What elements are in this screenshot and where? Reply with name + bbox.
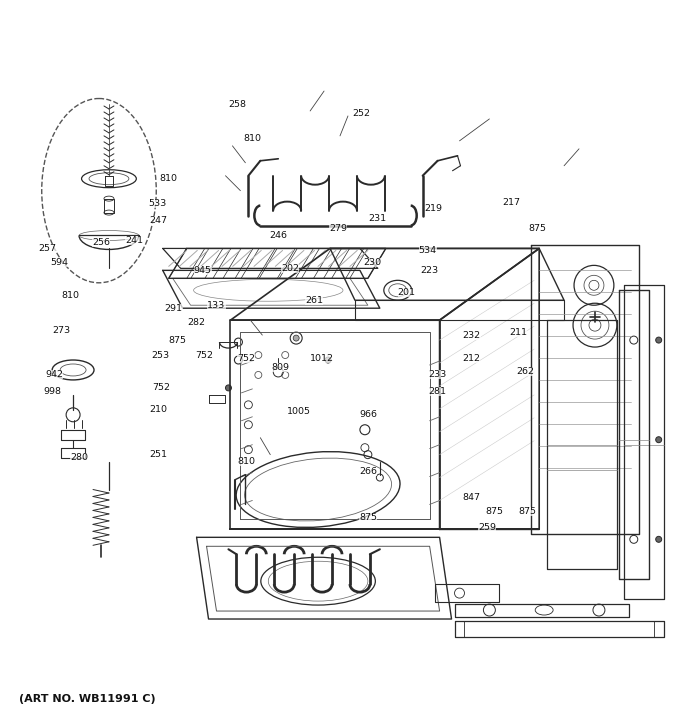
Text: 257: 257 [38, 244, 56, 253]
Text: 256: 256 [92, 238, 110, 247]
Text: 230: 230 [363, 258, 381, 267]
Circle shape [656, 337, 662, 343]
Text: 266: 266 [359, 467, 377, 476]
Text: 133: 133 [207, 301, 226, 310]
Text: 875: 875 [528, 224, 546, 233]
Text: 594: 594 [50, 258, 68, 267]
Text: 810: 810 [61, 291, 79, 299]
Text: 809: 809 [271, 363, 289, 373]
Circle shape [656, 536, 662, 542]
Text: 251: 251 [150, 450, 168, 459]
Text: 262: 262 [516, 368, 534, 376]
Text: 273: 273 [52, 326, 70, 335]
Text: 291: 291 [165, 304, 183, 312]
Text: 279: 279 [329, 224, 347, 233]
Text: 212: 212 [462, 354, 481, 362]
Text: 847: 847 [462, 493, 481, 502]
Text: 232: 232 [462, 331, 481, 339]
Text: 253: 253 [152, 350, 170, 360]
Circle shape [325, 357, 331, 363]
Text: 281: 281 [428, 387, 447, 397]
Text: 810: 810 [243, 134, 261, 144]
Text: 966: 966 [359, 410, 377, 419]
Text: 202: 202 [282, 264, 299, 273]
Circle shape [656, 436, 662, 443]
Text: 752: 752 [196, 350, 214, 360]
Text: 810: 810 [160, 174, 177, 183]
Text: 875: 875 [486, 507, 503, 516]
Text: 246: 246 [269, 231, 287, 240]
Text: 231: 231 [369, 214, 387, 223]
Text: 752: 752 [152, 384, 170, 392]
Text: 241: 241 [125, 236, 143, 245]
Text: 261: 261 [305, 296, 323, 304]
Text: 875: 875 [359, 513, 377, 522]
Text: 217: 217 [503, 198, 520, 207]
Text: 233: 233 [428, 370, 447, 379]
Text: 875: 875 [169, 336, 187, 344]
Text: 810: 810 [237, 457, 256, 466]
Text: 210: 210 [150, 405, 168, 414]
Text: 219: 219 [424, 204, 443, 213]
Text: 223: 223 [420, 266, 439, 275]
Text: 534: 534 [419, 246, 437, 255]
Text: 201: 201 [398, 288, 415, 297]
Text: 1005: 1005 [287, 407, 311, 416]
Text: (ART NO. WB11991 C): (ART NO. WB11991 C) [19, 694, 156, 704]
Text: 211: 211 [509, 328, 527, 336]
Text: 998: 998 [44, 387, 61, 397]
Text: 875: 875 [518, 507, 537, 516]
Text: 1012: 1012 [310, 354, 334, 362]
Text: 259: 259 [479, 523, 496, 532]
Text: 533: 533 [149, 199, 167, 208]
Text: 752: 752 [237, 354, 256, 362]
Circle shape [293, 335, 299, 341]
Text: 247: 247 [150, 216, 168, 225]
Text: 280: 280 [70, 453, 88, 462]
Text: 252: 252 [352, 109, 370, 118]
Text: 945: 945 [194, 266, 211, 275]
Text: 282: 282 [188, 318, 205, 327]
Text: 942: 942 [45, 370, 63, 379]
Text: 258: 258 [228, 101, 246, 109]
Circle shape [226, 385, 231, 391]
